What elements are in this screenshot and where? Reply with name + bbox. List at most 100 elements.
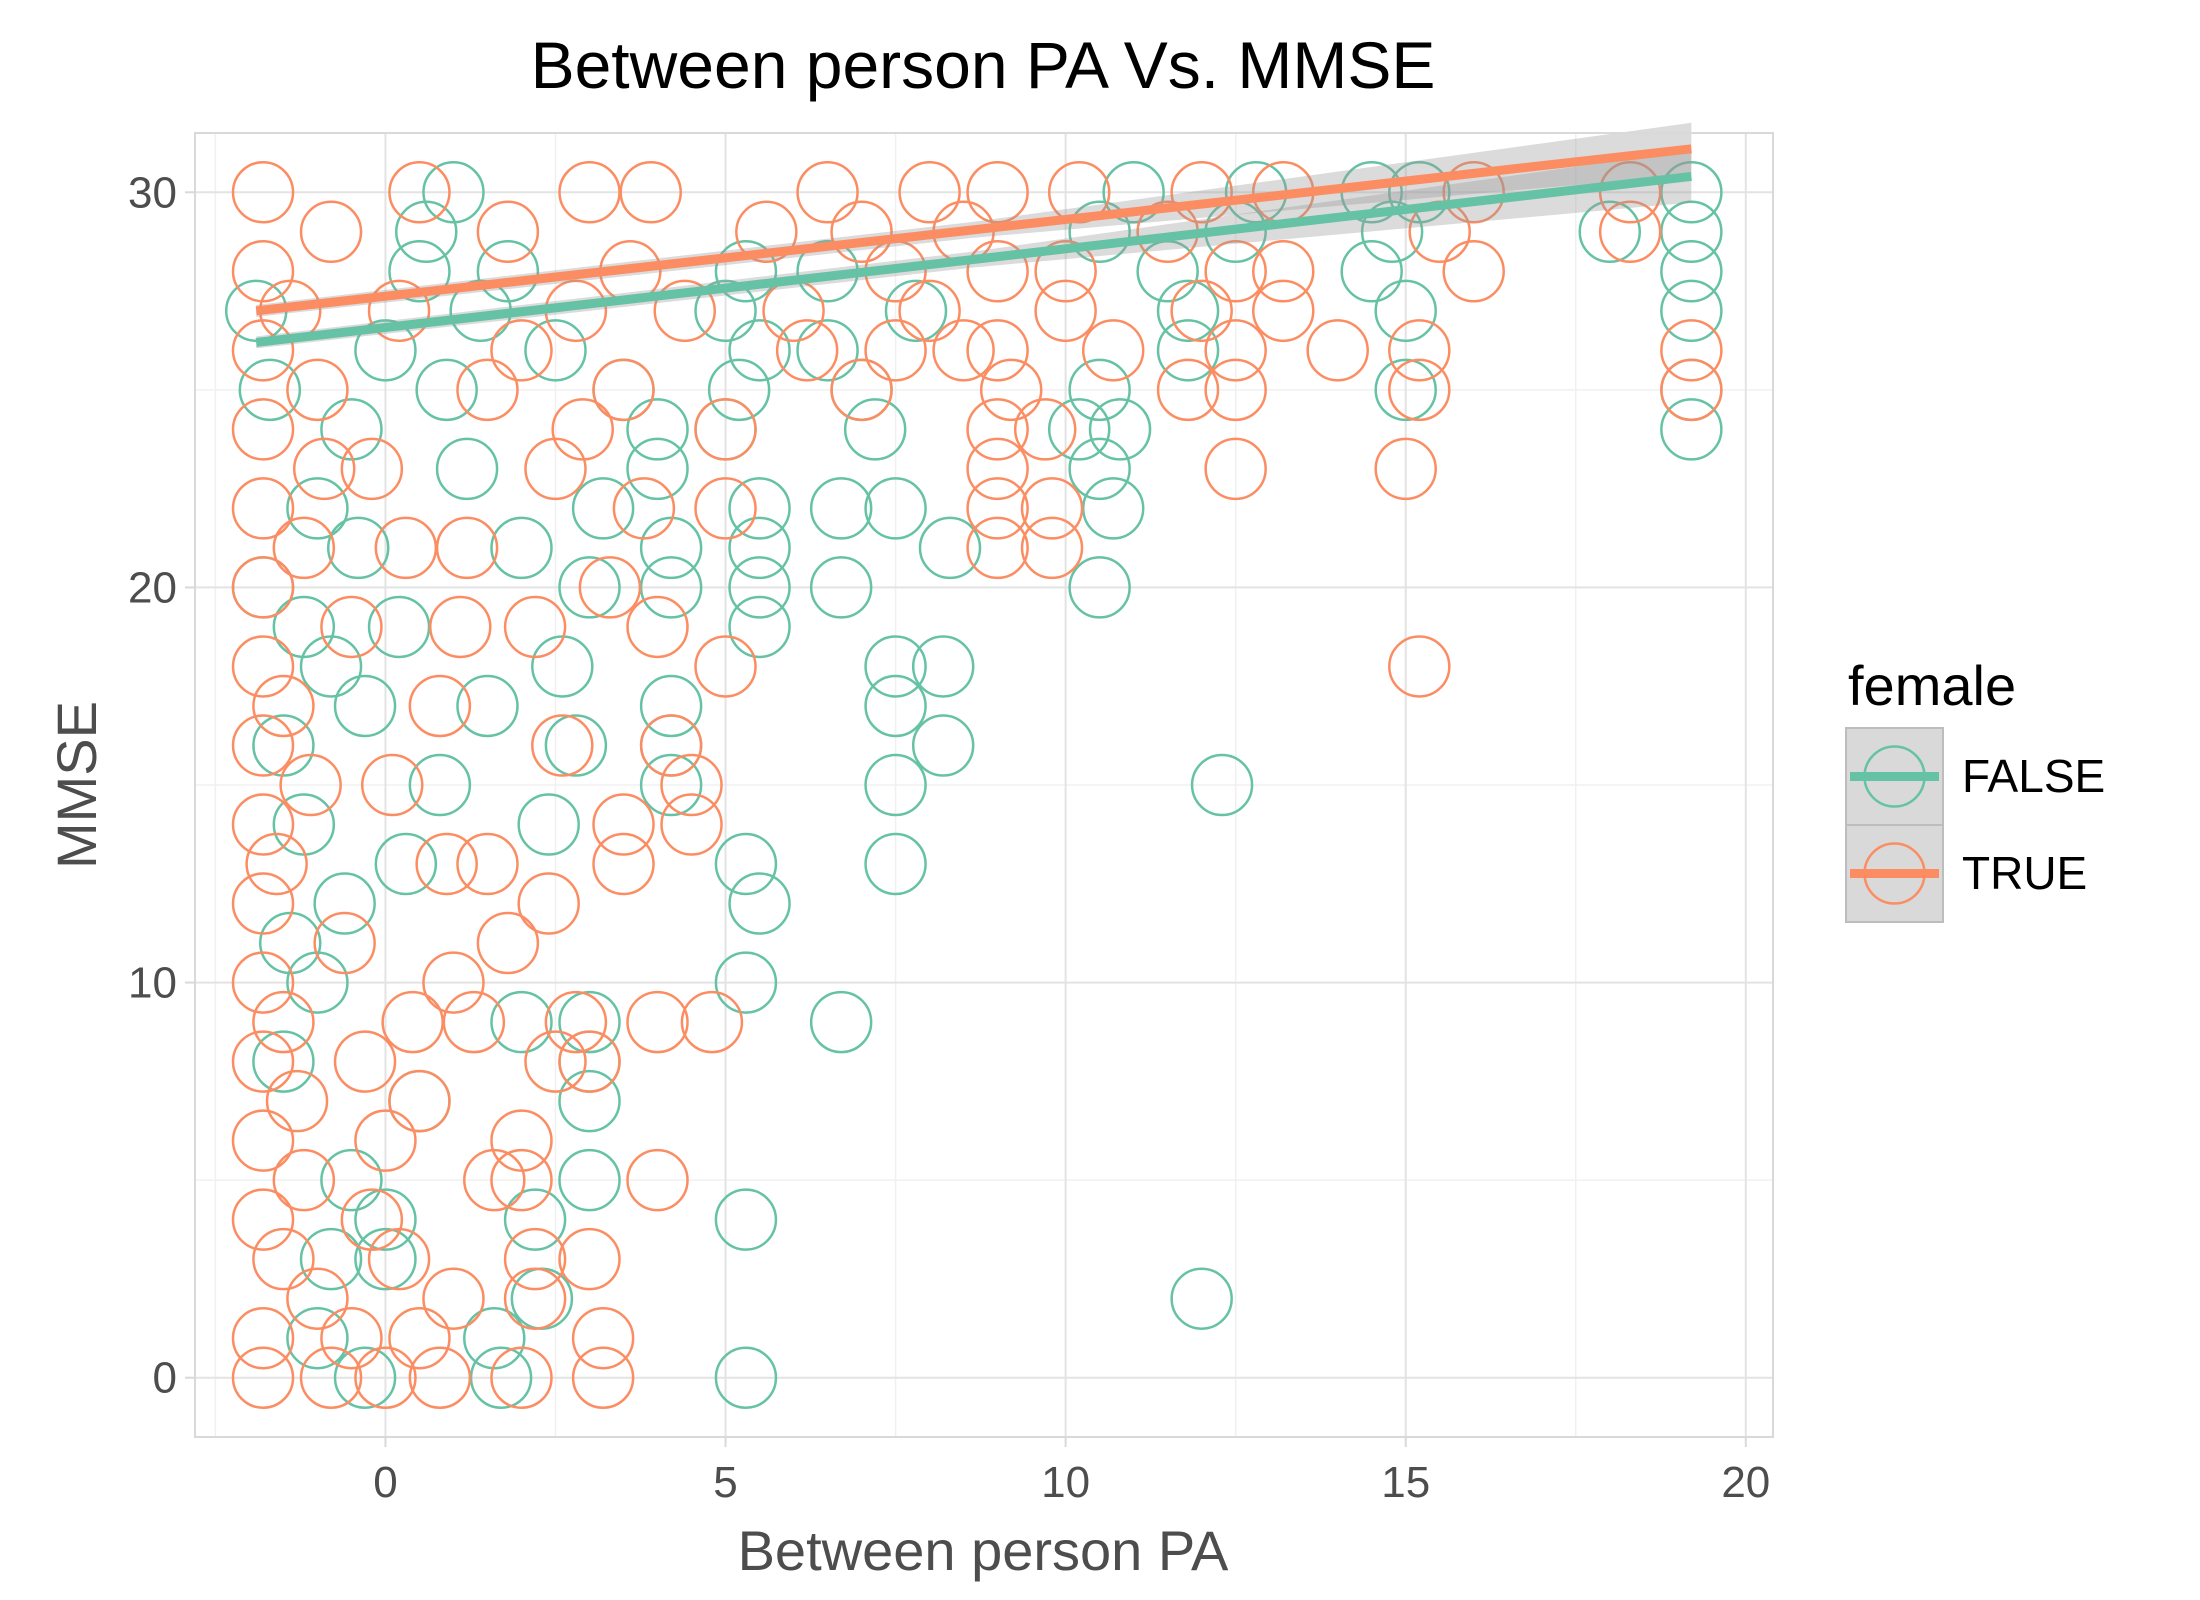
data-point-false: [626, 398, 689, 461]
data-point-true: [1204, 240, 1267, 303]
data-point-true: [1020, 477, 1084, 540]
data-point-true: [231, 161, 295, 224]
data-point-false: [1156, 279, 1220, 343]
data-point-false: [503, 1188, 567, 1251]
data-point-true: [354, 1109, 417, 1172]
data-point-false: [571, 477, 635, 540]
data-point-true: [653, 279, 716, 343]
data-point-true: [660, 753, 723, 817]
data-point-false: [435, 437, 499, 501]
data-point-false: [1660, 279, 1723, 343]
data-point-true: [456, 832, 519, 896]
data-point-true: [626, 595, 689, 659]
legend-label-false: FALSE: [1962, 750, 2105, 802]
data-point-true: [1252, 240, 1315, 303]
data-point-true: [571, 1346, 635, 1409]
data-point-true: [320, 595, 383, 659]
y-tick-label: 20: [128, 563, 177, 612]
data-point-false: [333, 1346, 397, 1409]
data-point-false: [728, 516, 791, 580]
data-point-false: [544, 714, 608, 777]
data-point-true: [415, 832, 478, 896]
data-point-false: [558, 1069, 621, 1133]
trend-line-true: [255, 144, 1692, 316]
data-point-true: [367, 279, 431, 343]
data-point-true: [231, 1346, 295, 1409]
data-point-true: [660, 793, 723, 856]
data-point-true: [626, 1148, 689, 1212]
data-point-false: [333, 674, 397, 738]
panel-border: [194, 132, 1774, 1438]
data-point-true: [361, 753, 424, 817]
data-point-true: [1306, 319, 1369, 382]
data-point-false: [1360, 200, 1424, 264]
data-point-true: [367, 1227, 431, 1291]
data-point-true: [694, 635, 757, 698]
data-point-false: [408, 753, 472, 817]
data-point-true: [680, 990, 744, 1054]
data-point-false: [558, 990, 621, 1054]
data-point-true: [558, 1227, 621, 1291]
data-point-true: [1156, 358, 1220, 422]
data-point-false: [809, 477, 873, 540]
data-point-false: [517, 793, 580, 856]
data-point-false: [864, 753, 927, 817]
data-point-true: [898, 161, 961, 224]
data-point-false: [1068, 556, 1131, 619]
data-point-false: [286, 951, 349, 1014]
data-point-false: [728, 556, 791, 619]
data-point-true: [422, 1267, 485, 1330]
y-tick-label: 0: [153, 1354, 177, 1403]
data-point-true: [1081, 319, 1145, 382]
data-point-true: [571, 1306, 635, 1370]
data-point-false: [1374, 358, 1437, 422]
data-point-false: [272, 595, 336, 659]
data-point-true: [388, 161, 451, 224]
data-point-true: [340, 1188, 404, 1251]
data-point-false: [1068, 437, 1131, 501]
data-point-true: [354, 1346, 417, 1409]
data-point-true: [592, 793, 655, 856]
data-point-true: [429, 595, 492, 659]
data-point-true: [966, 240, 1029, 303]
data-point-true: [639, 714, 703, 777]
data-point-true: [1442, 240, 1505, 303]
data-point-false: [299, 635, 363, 698]
data-point-true: [517, 872, 580, 935]
data-point-true: [231, 714, 295, 777]
data-point-true: [531, 714, 594, 777]
x-tick-label: 5: [713, 1458, 737, 1507]
data-point-true: [340, 437, 404, 501]
data-point-false: [388, 240, 451, 303]
data-point-false: [558, 556, 621, 619]
data-point-true: [775, 319, 839, 382]
data-point-true: [490, 1109, 553, 1172]
data-point-false: [252, 1030, 315, 1093]
data-point-false: [864, 477, 927, 540]
data-point-false: [395, 200, 458, 264]
data-point-false: [354, 1227, 417, 1291]
data-point-true: [231, 240, 295, 303]
data-point-true: [231, 635, 295, 698]
data-point-true: [932, 319, 995, 382]
data-point-true: [898, 279, 961, 343]
data-point-true: [252, 990, 315, 1054]
data-point-true: [231, 1188, 295, 1251]
data-point-true: [1204, 319, 1267, 382]
data-point-false: [354, 1188, 417, 1251]
data-point-false: [252, 714, 315, 777]
data-point-true: [231, 1306, 295, 1370]
data-point-true: [1388, 358, 1451, 422]
data-point-true: [503, 595, 567, 659]
data-point-false: [864, 635, 927, 698]
data-point-true: [231, 319, 295, 382]
data-point-true: [231, 1030, 295, 1093]
data-point-false: [639, 516, 703, 580]
data-point-false: [809, 556, 873, 619]
data-point-false: [639, 674, 703, 738]
data-point-true: [272, 516, 336, 580]
data-point-false: [714, 1346, 778, 1409]
data-point-false: [809, 990, 873, 1054]
data-point-true: [374, 516, 438, 580]
data-point-true: [231, 556, 295, 619]
